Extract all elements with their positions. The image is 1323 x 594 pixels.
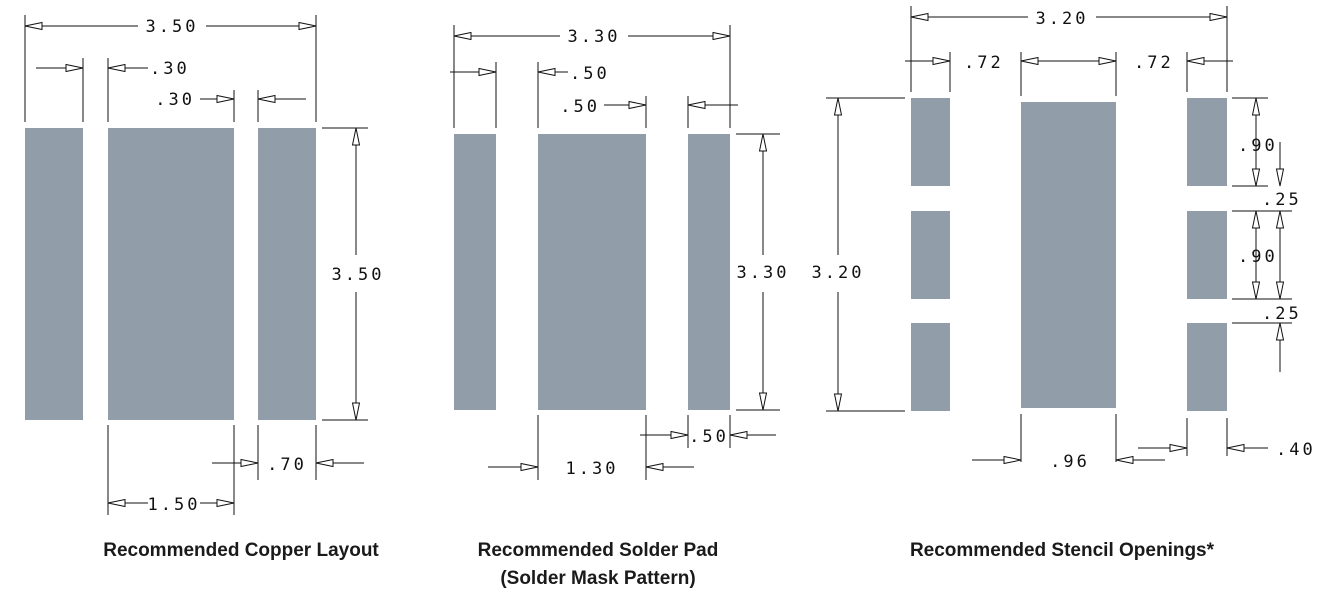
stencil-height: 3.20 <box>812 263 865 283</box>
stencil-right-segment-1 <box>1187 98 1227 186</box>
copper-overall-width: 3.50 <box>146 17 199 37</box>
solder-overall-width: 3.30 <box>568 27 621 47</box>
stencil-segment-height-1: .90 <box>1238 136 1278 156</box>
solder-pad-right <box>688 134 730 410</box>
stencil-left-segment-1 <box>911 98 950 186</box>
copper-side-gap: .30 <box>150 59 190 79</box>
stencil-center-pad-width: .96 <box>1050 452 1090 472</box>
stencil-right-segment-3 <box>1187 323 1227 411</box>
solder-center-gap: .50 <box>560 97 600 117</box>
solder-pad-left <box>454 134 496 410</box>
stencil-left-segment-2 <box>911 211 950 299</box>
stencil-left-gap: .72 <box>964 53 1004 73</box>
stencil-layout: 3.20 .72 .72 3.20 .90 .25 .90 .25 <box>812 6 1316 561</box>
solder-height: 3.30 <box>737 263 790 283</box>
copper-height: 3.50 <box>332 265 385 285</box>
copper-layout: 3.50 .30 .30 3.50 .70 1.50 Recommended C… <box>24 15 385 561</box>
copper-caption: Recommended Copper Layout <box>103 540 379 561</box>
solder-side-gap: .50 <box>570 64 610 84</box>
copper-side-pad-width: .70 <box>267 455 307 475</box>
copper-center-gap: .30 <box>155 90 195 110</box>
copper-pad-right <box>258 128 316 420</box>
solder-side-pad-width: .50 <box>689 427 729 447</box>
stencil-right-segment-2 <box>1187 211 1227 299</box>
solder-pad-layout: 3.30 .50 .50 3.30 .50 1.30 Recommended S… <box>450 25 790 589</box>
solder-center-pad-width: 1.30 <box>566 459 619 479</box>
copper-pad-center <box>108 128 234 420</box>
stencil-segment-gap-1: .25 <box>1262 190 1302 210</box>
solder-caption-line1: Recommended Solder Pad <box>478 540 719 561</box>
stencil-pad-center <box>1021 102 1116 408</box>
stencil-segment-height-2: .90 <box>1238 247 1278 267</box>
stencil-left-segment-3 <box>911 323 950 411</box>
stencil-right-gap: .72 <box>1134 53 1174 73</box>
stencil-segment-gap-2: .25 <box>1262 304 1302 324</box>
copper-pad-left <box>25 128 83 420</box>
stencil-caption: Recommended Stencil Openings* <box>910 540 1215 561</box>
solder-pad-center <box>538 134 646 410</box>
stencil-overall-width: 3.20 <box>1036 9 1089 29</box>
copper-center-pad-width: 1.50 <box>148 495 201 515</box>
stencil-side-pad-width: .40 <box>1276 440 1316 460</box>
solder-caption-line2: (Solder Mask Pattern) <box>500 568 695 589</box>
